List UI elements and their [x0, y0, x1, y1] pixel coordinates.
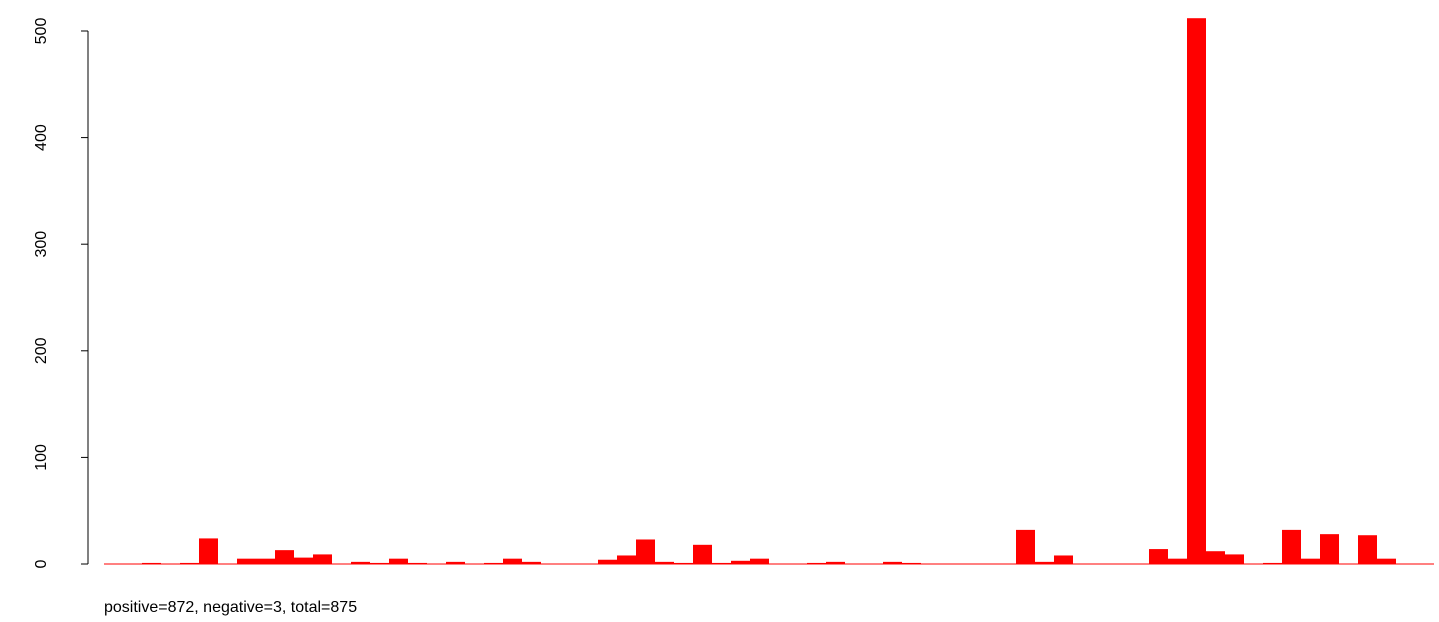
bar	[237, 558, 256, 564]
bar	[826, 561, 845, 564]
bar	[180, 562, 199, 564]
bar	[883, 561, 902, 564]
bar	[503, 558, 522, 564]
bar	[522, 561, 541, 564]
bar	[142, 562, 161, 564]
bar	[1168, 558, 1187, 564]
y-tick-label: 400	[33, 124, 50, 151]
bar	[807, 562, 826, 564]
caption: positive=872, negative=3, total=875	[104, 599, 357, 616]
bar	[446, 561, 465, 564]
y-tick-label: 200	[33, 337, 50, 364]
bar	[1301, 558, 1320, 564]
bar	[674, 562, 693, 564]
bar	[1282, 529, 1301, 564]
bar	[389, 558, 408, 564]
bar	[1377, 558, 1396, 564]
bar	[750, 558, 769, 564]
bar	[484, 562, 503, 564]
bar	[408, 562, 427, 564]
y-tick-label: 100	[33, 444, 50, 471]
bar	[275, 550, 294, 564]
y-tick-label: 0	[33, 559, 50, 568]
bar	[1320, 534, 1339, 564]
bar	[199, 538, 218, 564]
bar	[1149, 549, 1168, 564]
bar	[351, 561, 370, 564]
bar	[1225, 554, 1244, 564]
bar	[636, 539, 655, 564]
bar	[693, 544, 712, 564]
y-tick-label: 300	[33, 231, 50, 258]
bar	[617, 555, 636, 564]
bar	[1263, 562, 1282, 564]
bar	[1187, 18, 1206, 564]
bar	[655, 561, 674, 564]
bar	[370, 562, 389, 564]
bar	[294, 557, 313, 564]
bar	[1054, 555, 1073, 564]
bar	[902, 562, 921, 564]
bar	[1035, 561, 1054, 564]
y-tick-label: 500	[33, 18, 50, 45]
bar	[313, 554, 332, 564]
bar	[731, 560, 750, 564]
bar	[1016, 529, 1035, 564]
bar	[1206, 551, 1225, 564]
bar	[1358, 535, 1377, 564]
bar	[712, 562, 731, 564]
bar	[256, 558, 275, 564]
bar	[598, 559, 617, 564]
